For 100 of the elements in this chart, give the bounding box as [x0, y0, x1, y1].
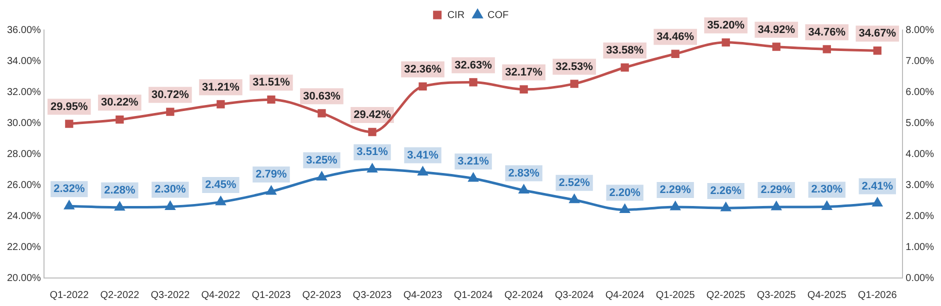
point — [570, 80, 578, 88]
x-tick-label: Q3-2025 — [756, 290, 796, 301]
data-label: 34.92% — [758, 24, 796, 36]
point — [266, 186, 276, 195]
data-label: 2.32% — [54, 183, 85, 196]
point — [822, 45, 831, 54]
point — [620, 204, 630, 214]
data-label: 31.51% — [252, 76, 290, 89]
x-tick-label: Q3-2023 — [352, 290, 392, 301]
x-tick-label: Q2-2022 — [100, 290, 140, 301]
data-label: 3.25% — [306, 154, 338, 166]
x-tick-label: Q1-2023 — [252, 290, 292, 301]
y2-tick-label: 8.00% — [906, 24, 934, 36]
y2-tick-label: 7.00% — [906, 56, 934, 67]
data-label: 32.63% — [454, 59, 492, 72]
data-label: 2.20% — [609, 186, 641, 199]
point — [570, 194, 580, 204]
data-label: 32.53% — [556, 60, 594, 73]
point — [116, 116, 124, 124]
point — [772, 42, 780, 51]
data-label: 31.21% — [202, 81, 240, 94]
data-label: 30.22% — [101, 96, 139, 109]
data-label: 32.17% — [505, 66, 543, 78]
y2-tick-label: 2.00% — [906, 210, 934, 222]
data-label: 2.41% — [862, 180, 894, 192]
point — [772, 202, 782, 210]
data-label: 2.28% — [104, 184, 136, 196]
y2-tick-label: 0.00% — [906, 272, 934, 284]
point — [468, 173, 478, 182]
data-label: 34.76% — [808, 26, 846, 38]
x-tick-label: Q1-2025 — [656, 290, 696, 301]
y-tick-label: 22.00% — [6, 242, 42, 253]
point — [872, 198, 882, 207]
data-label: 34.67% — [858, 28, 896, 40]
data-label: 3.51% — [356, 146, 388, 158]
data-label: 2.26% — [710, 184, 742, 197]
y-tick-label: 30.00% — [6, 118, 42, 129]
point — [722, 38, 730, 46]
data-label: 34.46% — [656, 30, 694, 43]
point — [670, 202, 680, 210]
data-label: 33.58% — [606, 44, 644, 57]
y-tick-label: 24.00% — [6, 210, 42, 222]
data-label: 35.20% — [707, 19, 745, 32]
point — [165, 201, 175, 210]
data-label: 30.63% — [303, 90, 341, 102]
y-tick-label: 20.00% — [6, 272, 42, 284]
data-label: 2.29% — [660, 184, 692, 196]
x-tick-label: Q4-2025 — [807, 290, 847, 301]
y-tick-label: 36.00% — [6, 24, 42, 36]
point — [368, 164, 377, 172]
point — [65, 120, 74, 128]
point — [671, 50, 680, 58]
point — [166, 108, 174, 116]
x-tick-label: Q2-2025 — [706, 290, 746, 301]
y-tick-label: 26.00% — [6, 180, 42, 191]
data-label: 2.45% — [205, 179, 237, 192]
data-label: 2.52% — [558, 176, 590, 189]
point — [216, 196, 226, 206]
x-tick-label: Q3-2022 — [150, 290, 190, 301]
x-tick-label: Q4-2024 — [605, 290, 645, 301]
data-label: 3.21% — [458, 156, 490, 168]
point — [418, 82, 427, 90]
data-label: 29.42% — [354, 109, 392, 122]
data-label: 3.41% — [407, 149, 439, 162]
x-tick-label: Q4-2023 — [403, 290, 443, 301]
point — [114, 202, 124, 211]
data-label: 2.30% — [811, 184, 843, 196]
point — [620, 63, 629, 72]
y2-tick-label: 6.00% — [906, 86, 934, 98]
x-tick-label: Q4-2022 — [201, 290, 241, 301]
legend-label: CIR — [447, 10, 465, 21]
point — [469, 78, 478, 86]
x-tick-label: Q3-2024 — [554, 290, 594, 301]
data-label: 32.36% — [404, 63, 442, 76]
x-tick-label: Q1-2026 — [858, 290, 898, 301]
y-tick-label: 32.00% — [6, 86, 42, 98]
y2-tick-label: 4.00% — [906, 148, 934, 160]
point — [873, 46, 882, 55]
point — [721, 202, 731, 212]
data-label: 30.72% — [152, 88, 190, 101]
data-label: 2.29% — [760, 184, 792, 196]
y-tick-label: 34.00% — [6, 56, 42, 67]
data-label: 2.79% — [256, 168, 288, 181]
y2-tick-label: 5.00% — [906, 118, 934, 129]
x-tick-label: Q2-2024 — [504, 290, 544, 301]
point — [520, 85, 528, 94]
x-tick-label: Q1-2022 — [50, 290, 90, 301]
data-label: 29.95% — [50, 100, 88, 113]
y2-tick-label: 1.00% — [906, 242, 934, 253]
legend-label: COF — [488, 10, 509, 21]
y2-tick-label: 3.00% — [906, 180, 934, 191]
y-tick-label: 28.00% — [6, 148, 42, 160]
x-tick-label: Q1-2024 — [454, 290, 494, 301]
point — [267, 96, 276, 104]
point — [64, 200, 74, 210]
x-tick-label: Q2-2023 — [302, 290, 342, 301]
data-label: 2.83% — [508, 167, 540, 180]
data-label: 2.30% — [154, 184, 186, 196]
point — [216, 100, 225, 108]
point — [822, 201, 832, 210]
